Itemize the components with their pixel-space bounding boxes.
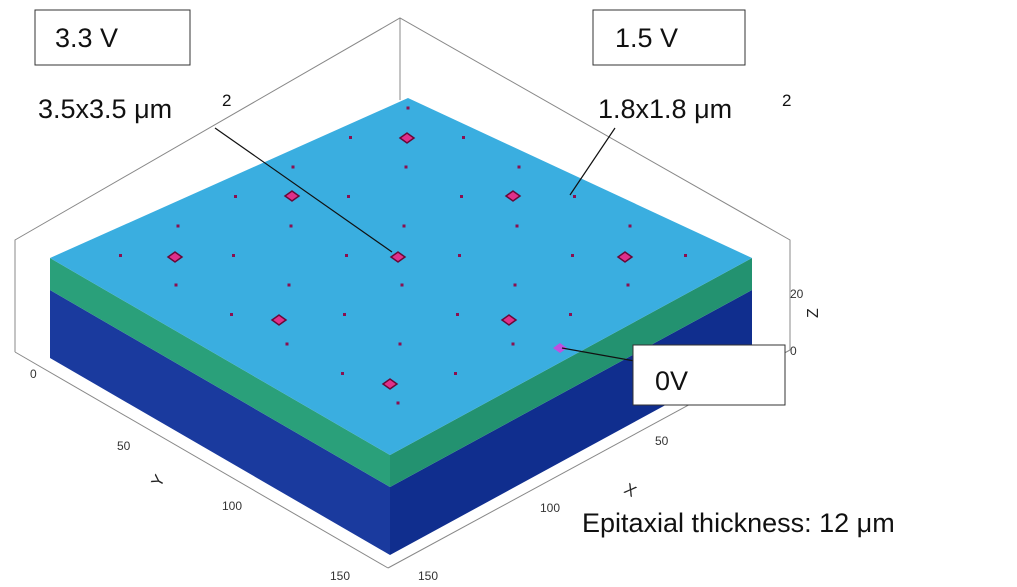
- small-contact: [629, 225, 632, 228]
- small-contact: [288, 284, 291, 287]
- small-contact: [347, 195, 350, 198]
- small-contact: [397, 402, 400, 405]
- diagram: 3.3 V 1.5 V 0V 3.5x3.5 μm 2 1.8x1.8 μm 2…: [0, 0, 1017, 587]
- block: [50, 98, 752, 555]
- small-contact: [518, 166, 521, 169]
- small-contact: [341, 372, 344, 375]
- tick-label: 0: [30, 367, 37, 381]
- axis-label: Z: [805, 308, 822, 318]
- small-contact: [571, 254, 574, 257]
- small-contact: [177, 225, 180, 228]
- small-contact: [405, 166, 408, 169]
- small-contact: [573, 195, 576, 198]
- small-contact: [458, 254, 461, 257]
- tick-label: 20: [790, 287, 804, 301]
- axis-label: X: [621, 481, 639, 501]
- small-contact: [230, 313, 233, 316]
- small-contact: [516, 225, 519, 228]
- thickness-label: Epitaxial thickness: 12 μm: [582, 508, 895, 538]
- small-contact: [286, 343, 289, 346]
- small-contact: [462, 136, 465, 139]
- small-contact: [175, 284, 178, 287]
- tick-label: 100: [222, 499, 242, 513]
- voltage-label: 0V: [655, 366, 688, 396]
- size-superscript: 2: [782, 91, 791, 110]
- small-contact: [119, 254, 122, 257]
- small-contact: [514, 284, 517, 287]
- small-contact: [343, 313, 346, 316]
- tick-label: 150: [330, 569, 350, 583]
- small-contact: [460, 195, 463, 198]
- tick-label: 100: [540, 501, 560, 515]
- small-contact: [345, 254, 348, 257]
- size-label: 3.5x3.5 μm: [38, 94, 172, 124]
- small-contact: [290, 225, 293, 228]
- small-contact: [684, 254, 687, 257]
- small-contact: [454, 372, 457, 375]
- voltage-label: 3.3 V: [55, 23, 118, 53]
- voltage-label: 1.5 V: [615, 23, 678, 53]
- tick-label: 50: [655, 434, 669, 448]
- small-contact: [232, 254, 235, 257]
- small-contact: [569, 313, 572, 316]
- tick-label: 0: [790, 344, 797, 358]
- small-contact: [456, 313, 459, 316]
- axis-label: Y: [149, 472, 169, 490]
- small-contact: [292, 166, 295, 169]
- tick-label: 50: [117, 439, 131, 453]
- tick-label: 150: [418, 569, 438, 583]
- small-contact: [512, 343, 515, 346]
- size-superscript: 2: [222, 91, 231, 110]
- small-contact: [399, 343, 402, 346]
- small-contact: [234, 195, 237, 198]
- small-contact: [349, 136, 352, 139]
- small-contact: [401, 284, 404, 287]
- small-contact: [627, 284, 630, 287]
- small-contact: [407, 107, 410, 110]
- size-label: 1.8x1.8 μm: [598, 94, 732, 124]
- small-contact: [403, 225, 406, 228]
